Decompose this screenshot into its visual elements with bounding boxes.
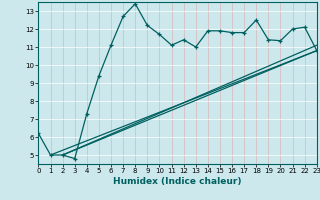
X-axis label: Humidex (Indice chaleur): Humidex (Indice chaleur)	[113, 177, 242, 186]
